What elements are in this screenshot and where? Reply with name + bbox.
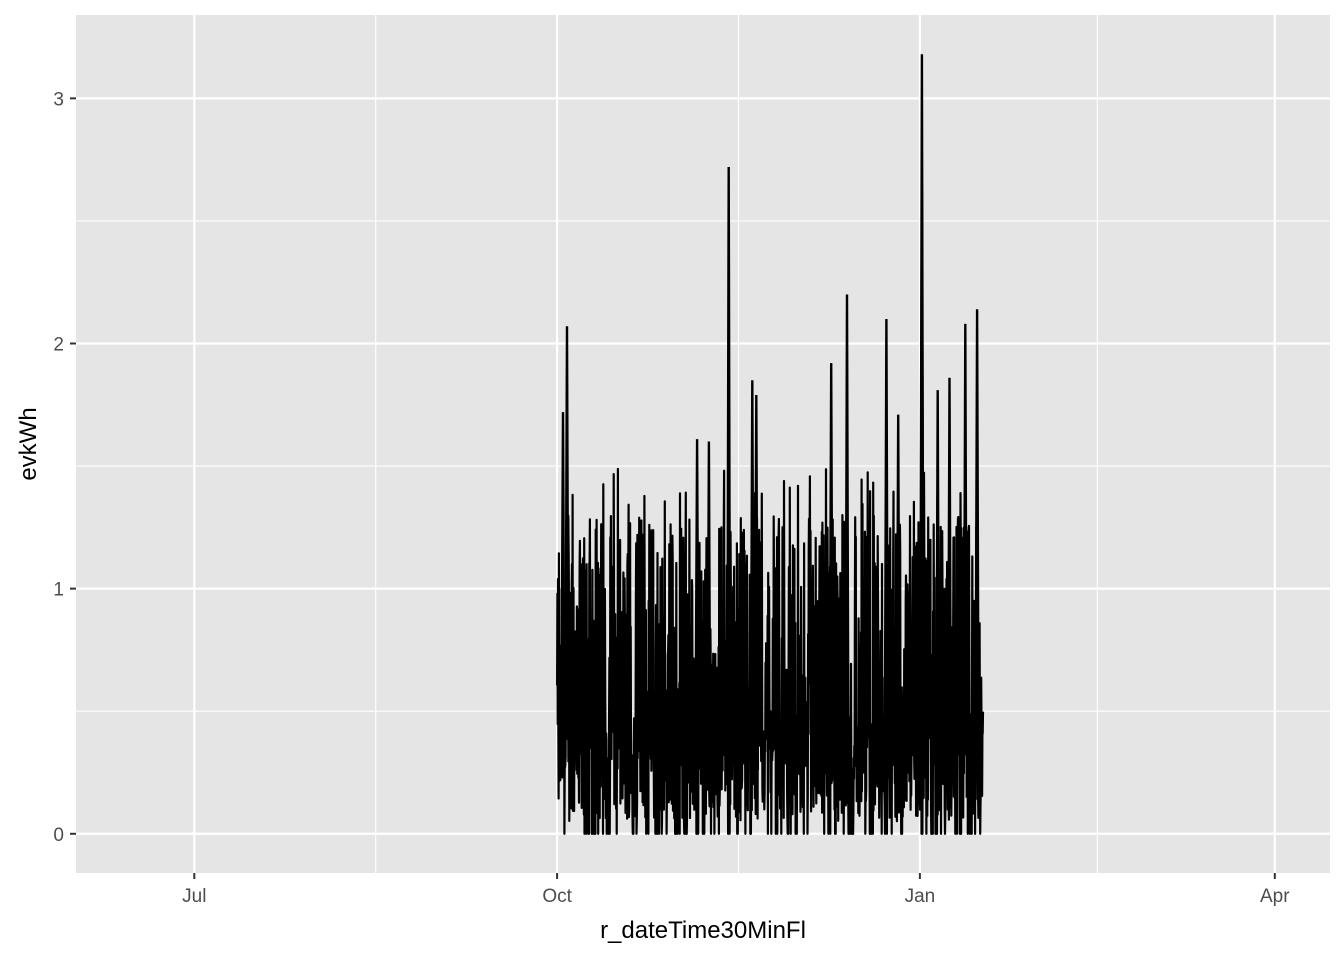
x-tick-label: Jul xyxy=(182,886,206,907)
y-tick-label: 3 xyxy=(53,89,64,110)
x-tick-label: Oct xyxy=(542,886,572,907)
x-axis-title: r_dateTime30MinFl xyxy=(600,917,806,944)
series-peak xyxy=(962,323,968,798)
series-line xyxy=(556,54,985,835)
series-peak xyxy=(706,441,712,805)
series-peak xyxy=(828,363,834,780)
series-peak xyxy=(844,294,850,801)
series-peak xyxy=(919,184,925,771)
y-axis-title: evkWh xyxy=(15,407,42,480)
y-tick-label: 0 xyxy=(53,825,64,846)
x-tick-label: Jan xyxy=(905,886,936,907)
y-tick-label: 1 xyxy=(53,580,64,601)
series-peak xyxy=(726,166,732,805)
series-peak xyxy=(974,309,980,771)
grid-major xyxy=(76,15,1330,873)
series-path xyxy=(556,467,985,835)
series-peak xyxy=(564,326,570,763)
series-peak xyxy=(946,377,953,800)
series-peak xyxy=(883,318,890,772)
x-tick-label: Apr xyxy=(1260,886,1290,907)
grid-minor xyxy=(76,15,1330,873)
series-peak xyxy=(560,412,566,756)
series-peak xyxy=(694,439,700,769)
x-axis: Jul Oct Jan Apr xyxy=(182,873,1290,907)
series-peak xyxy=(753,394,759,770)
series-peak xyxy=(935,390,941,812)
series-peak xyxy=(895,414,901,791)
y-tick-label: 2 xyxy=(53,334,64,355)
y-axis: 0 1 2 3 xyxy=(53,89,76,846)
series-peak xyxy=(749,380,755,780)
